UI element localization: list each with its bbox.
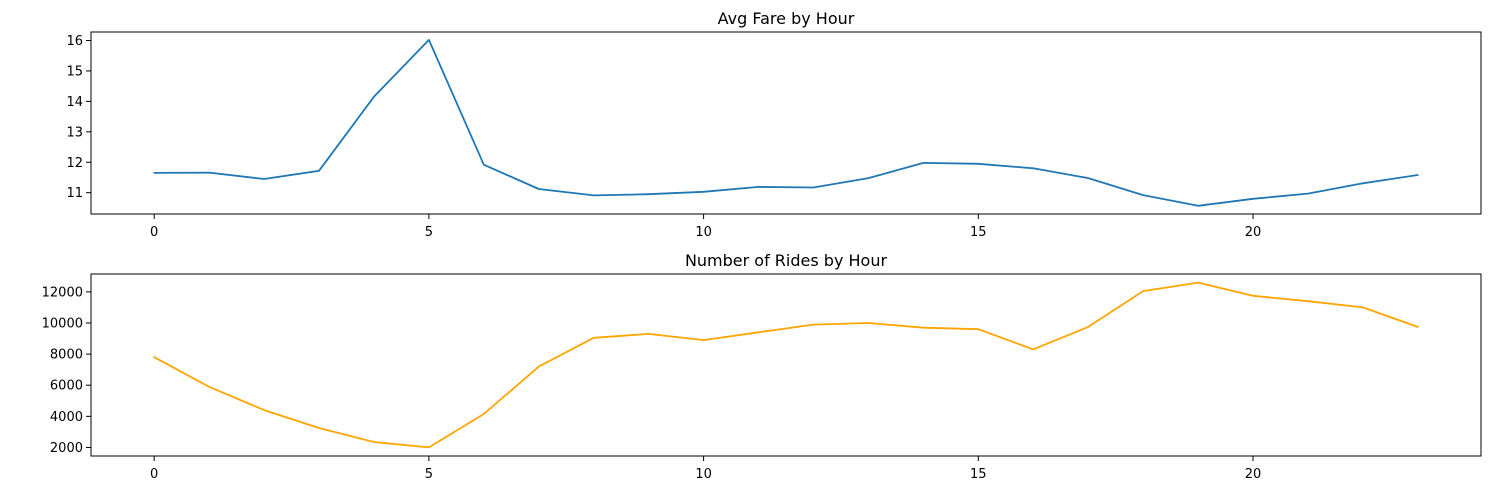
- chart-title: Avg Fare by Hour: [718, 9, 855, 28]
- y-tick-label: 15: [66, 64, 83, 79]
- y-tick-label: 2000: [50, 441, 83, 456]
- series-line-1: [153, 39, 1419, 207]
- y-tick-label: 10000: [42, 317, 83, 332]
- axes-frame: [90, 273, 1482, 457]
- y-tick-label: 8000: [50, 348, 83, 363]
- y-tick-label: 16: [66, 34, 83, 49]
- y-tick-label: 4000: [50, 410, 83, 425]
- x-tick-label: 15: [970, 467, 987, 482]
- x-tick-label: 20: [1245, 225, 1262, 240]
- y-tick-label: 12: [66, 156, 83, 171]
- y-tick-label: 14: [66, 95, 83, 110]
- y-tick-label: 6000: [50, 379, 83, 394]
- x-tick-label: 5: [425, 225, 433, 240]
- y-tick-label: 13: [66, 125, 83, 140]
- chart-panel-2: Number of Rides by Hour 0 5 10 15 20 2000 4000 6…: [42, 251, 1482, 482]
- series-line-1: [153, 281, 1419, 449]
- x-tick-label: 10: [695, 467, 712, 482]
- x-tick-label: 10: [695, 225, 712, 240]
- x-tick-label: 0: [150, 467, 158, 482]
- y-tick-label: 12000: [42, 285, 83, 300]
- x-tick-label: 15: [970, 225, 987, 240]
- axes-frame: [90, 31, 1482, 215]
- x-tick-label: 0: [150, 225, 158, 240]
- chart-title: Number of Rides by Hour: [685, 251, 888, 270]
- x-tick-label: 5: [425, 467, 433, 482]
- y-tick-label: 11: [66, 186, 83, 201]
- chart-panel-1: Avg Fare by Hour 0 5 10 15 20 11 12 13 14 15 16: [66, 9, 1482, 240]
- x-tick-label: 20: [1245, 467, 1262, 482]
